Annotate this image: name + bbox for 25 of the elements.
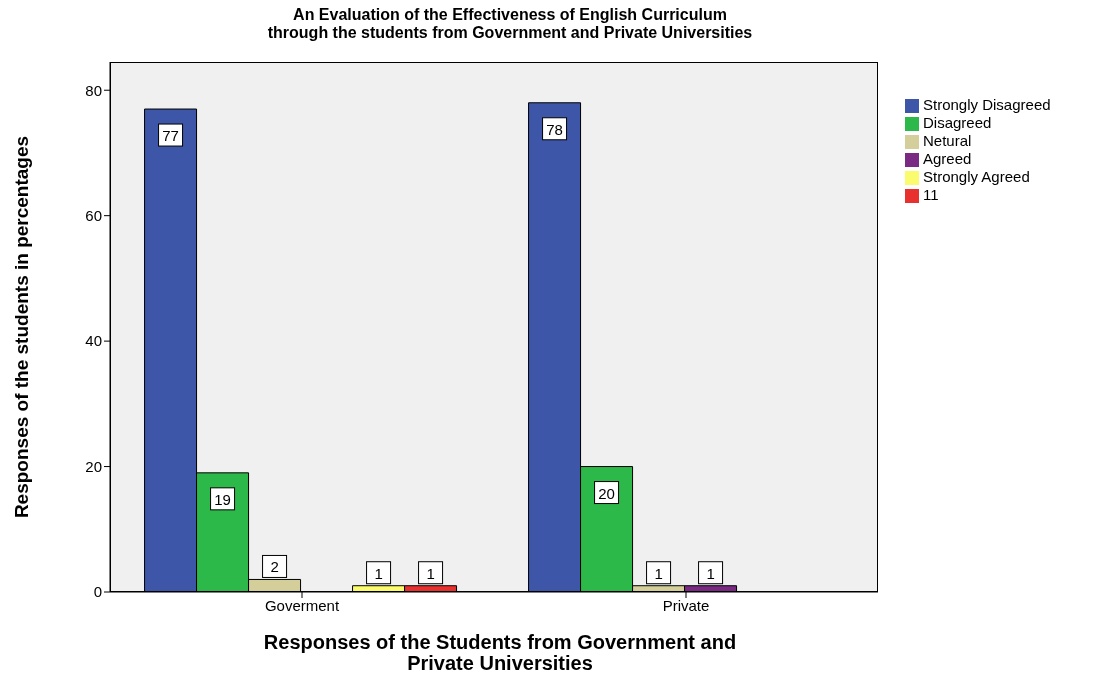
chart-title: An Evaluation of the Effectiveness of English Curriculum through the students from Government and Private Universities [266, 6, 754, 42]
x-axis-title: Responses of the Students from Government and Private Universities [262, 631, 738, 674]
y-axis-title: Responses of the students in percentages [11, 135, 33, 519]
legend-label: 11 [923, 186, 939, 203]
data-label: 2 [270, 558, 279, 576]
data-label: 78 [546, 120, 563, 138]
legend-label: Disagreed [923, 114, 992, 131]
legend-label: Strongly Disagreed [923, 96, 1051, 113]
x-tick-label: Goverment [264, 596, 340, 614]
y-tick-label: 0 [93, 583, 102, 601]
legend-label: Agreed [923, 150, 972, 167]
data-label: 19 [214, 490, 231, 508]
data-label: 1 [654, 564, 663, 582]
data-label: 1 [426, 564, 435, 582]
data-label: 77 [162, 127, 179, 145]
y-tick-label: 60 [85, 206, 102, 224]
y-tick-label: 20 [85, 457, 102, 475]
data-label: 20 [598, 484, 615, 502]
y-tick-label: 80 [85, 81, 102, 99]
data-label: 1 [706, 564, 715, 582]
data-label: 1 [374, 564, 383, 582]
legend-label: Strongly Agreed [923, 168, 1030, 185]
x-tick-label: Private [662, 596, 710, 614]
legend-label: Netural [923, 132, 972, 149]
y-tick-label: 40 [85, 332, 102, 350]
